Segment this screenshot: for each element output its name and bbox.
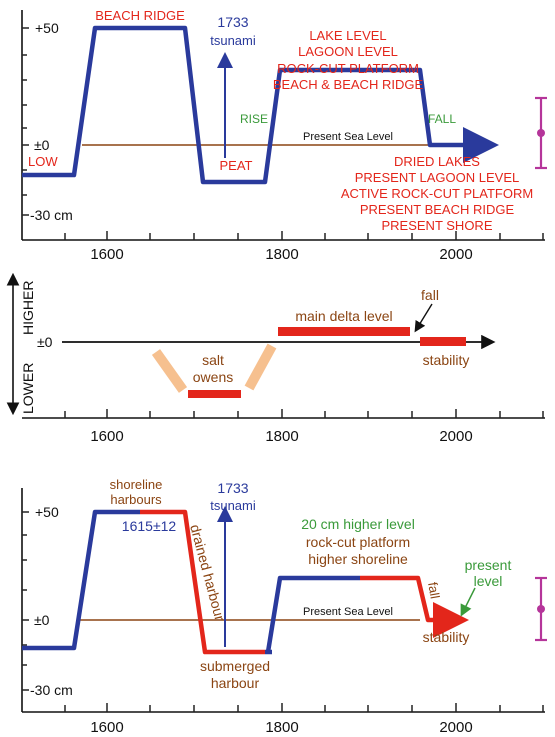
p2-stability-bar	[420, 337, 466, 346]
p1-xtick-2000: 2000	[439, 246, 472, 263]
p3-ytick-zero: ±0	[34, 612, 50, 628]
p1-top-line: LAGOON LEVEL	[298, 44, 398, 59]
p3-harbour-label: harbour	[211, 675, 260, 691]
p2-fall-arrow	[414, 303, 433, 333]
p2-salt-label: salt	[202, 352, 224, 368]
p3-rock-cut-label: rock-cut platform	[306, 534, 410, 550]
p1-xtick-1600: 1600	[90, 246, 123, 263]
p3-xtick-2000: 2000	[439, 719, 472, 736]
p1-fall-label: FALL	[428, 112, 456, 126]
p3-fall-label: fall	[425, 581, 443, 600]
p3-curve-drop	[140, 509, 265, 655]
panel-2: HIGHER LOWER ±0 main delta level fall st…	[6, 272, 545, 445]
p3-submerged-label: submerged	[200, 658, 270, 674]
p3-xtick-1600: 1600	[90, 719, 123, 736]
p1-bottom-line: PRESENT LAGOON LEVEL	[355, 170, 520, 185]
p3-higher-level-label: 20 cm higher level	[301, 516, 415, 532]
p3-higher-shoreline-label: higher shoreline	[308, 551, 408, 567]
p1-bottom-text-block: DRIED LAKES PRESENT LAGOON LEVEL ACTIVE …	[341, 154, 533, 233]
p3-error-dot	[537, 605, 545, 613]
p1-beach-ridge-label: BEACH RIDGE	[95, 8, 185, 23]
p3-xtick-1800: 1800	[265, 719, 298, 736]
p1-xtick-1800: 1800	[265, 246, 298, 263]
p3-present-level-pointer	[460, 587, 476, 617]
p2-higher-label: HIGHER	[20, 281, 36, 335]
p3-ytick-plus50: +50	[35, 504, 59, 520]
p1-peat-label: PEAT	[220, 158, 253, 173]
p1-top-line: LAKE LEVEL	[309, 28, 386, 43]
p3-curve-early	[22, 509, 140, 651]
p1-present-sea-level-label: Present Sea Level	[303, 131, 393, 143]
p3-harbours-label: harbours	[110, 492, 162, 507]
p1-ytick-zero: ±0	[34, 137, 50, 153]
p2-main-delta-label: main delta level	[295, 308, 392, 324]
p1-level-curve	[22, 25, 499, 185]
p3-shoreline-label: shoreline	[110, 477, 163, 492]
p3-curve-rise	[265, 575, 360, 653]
p2-lower-label: LOWER	[20, 363, 36, 414]
p3-present-label: present	[465, 557, 512, 573]
panel-3: +50 ±0 -30 cm 1600 1800 2000 shoreline h…	[21, 477, 547, 736]
p3-curve-recent	[360, 575, 469, 638]
p3-tsunami-word: tsunami	[210, 498, 256, 513]
p3-date-1615: 1615±12	[122, 518, 177, 534]
p2-fall-label: fall	[421, 287, 439, 303]
p3-stability-label: stability	[423, 629, 470, 645]
p2-salt-owens-bar	[188, 390, 241, 398]
p1-top-line: BEACH & BEACH RIDGE	[273, 77, 424, 92]
p3-present-sea-level-label: Present Sea Level	[303, 606, 393, 618]
p1-bottom-line: PRESENT SHORE	[381, 218, 492, 233]
p2-stability-label: stability	[423, 352, 470, 368]
p2-xtick-2000: 2000	[439, 428, 472, 445]
p3-level-label: level	[474, 573, 503, 589]
p2-peach-right	[244, 343, 277, 391]
p2-zero-label: ±0	[37, 334, 53, 350]
panel-1: +50 ±0 -30 cm 1600 1800 2000 LOW BEACH R…	[21, 8, 547, 263]
p1-bottom-line: ACTIVE ROCK-CUT PLATFORM	[341, 186, 533, 201]
p1-tsunami-year: 1733	[217, 14, 248, 30]
p1-rise-label: RISE	[240, 112, 268, 126]
p2-xtick-1800: 1800	[265, 428, 298, 445]
p1-error-dot	[537, 129, 545, 137]
p1-bottom-line: DRIED LAKES	[394, 154, 480, 169]
p2-main-delta-bar	[278, 327, 410, 336]
p1-ytick-minus30: -30 cm	[30, 207, 73, 223]
p1-bottom-line: PRESENT BEACH RIDGE	[360, 202, 515, 217]
p2-peach-left	[151, 349, 188, 393]
p2-owens-label: owens	[193, 369, 233, 385]
p1-top-text-block: LAKE LEVEL LAGOON LEVEL ROCK-CUT PLATFOR…	[273, 28, 424, 92]
p1-ytick-plus50: +50	[35, 20, 59, 36]
p3-tsunami-year: 1733	[217, 480, 248, 496]
p1-top-line: ROCK-CUT PLATFORM	[277, 61, 419, 76]
p1-low-label: LOW	[28, 154, 58, 169]
p3-ytick-minus30: -30 cm	[30, 682, 73, 698]
p2-xtick-1600: 1600	[90, 428, 123, 445]
p1-tsunami-word: tsunami	[210, 33, 256, 48]
